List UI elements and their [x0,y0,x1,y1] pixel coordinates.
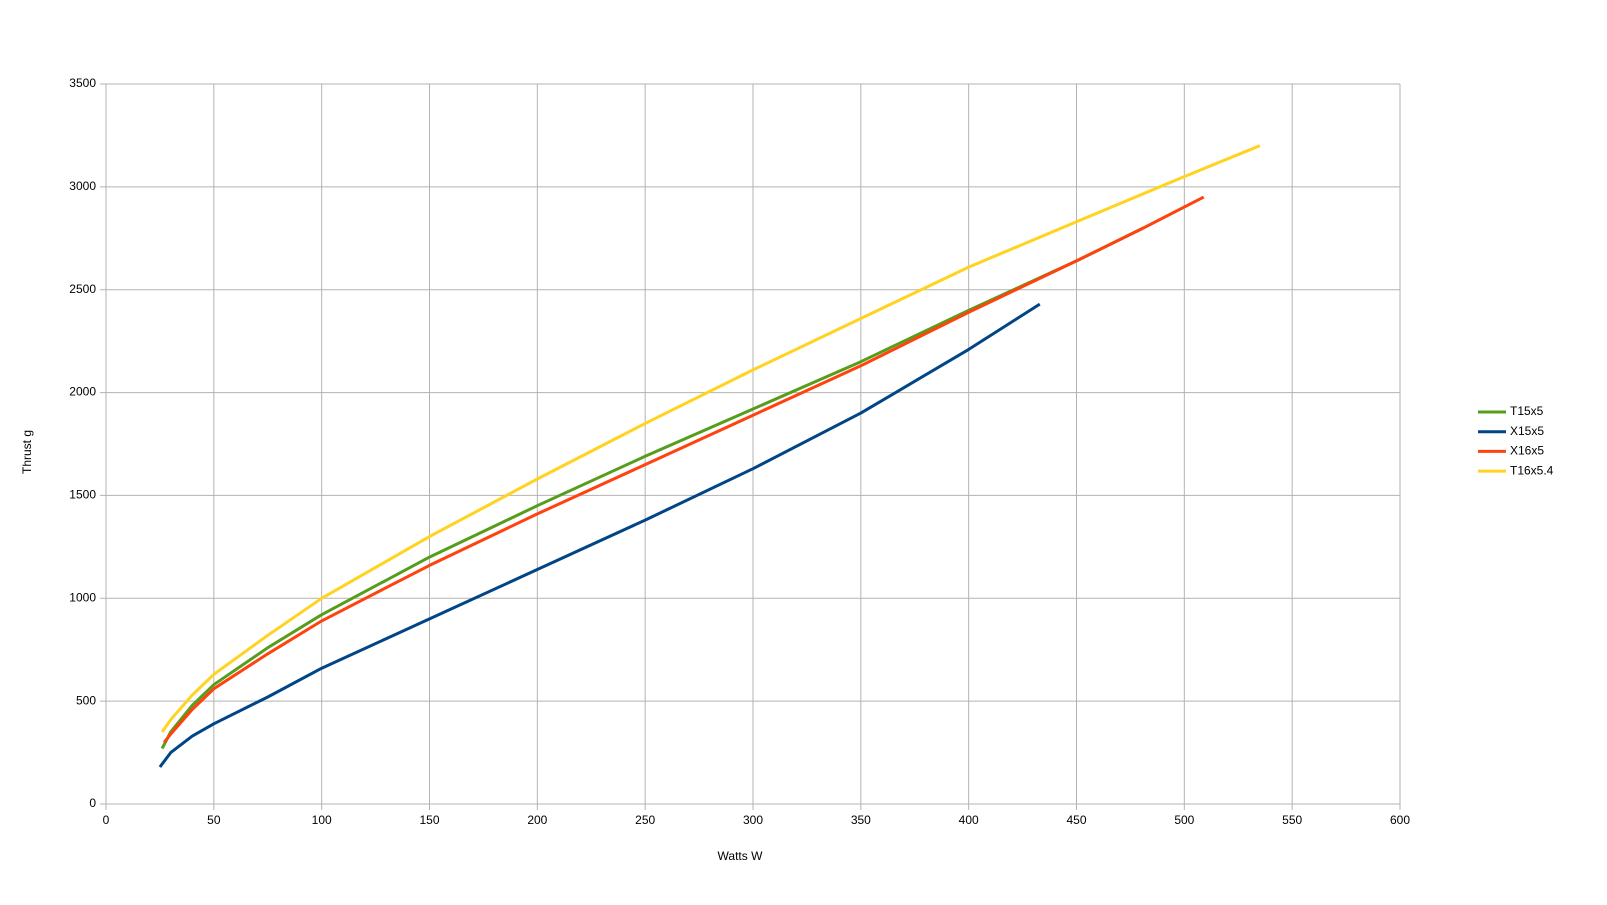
x-tick-label: 350 [851,813,871,827]
x-tick-label: 0 [103,813,110,827]
x-tick-label: 150 [419,813,439,827]
y-tick-label: 3500 [69,76,96,90]
legend-label: X15x5 [1510,424,1544,438]
x-axis-label: Watts W [718,849,764,863]
x-tick-label: 100 [312,813,332,827]
y-tick-label: 2000 [69,385,96,399]
x-tick-label: 50 [207,813,221,827]
y-tick-label: 500 [76,693,96,707]
x-tick-label: 450 [1066,813,1086,827]
line-series [158,302,1041,768]
x-tick-label: 200 [527,813,547,827]
y-tick-label: 3000 [69,179,96,193]
x-tick-label: 250 [635,813,655,827]
x-tick-label: 300 [743,813,763,827]
line-series [163,195,1205,744]
x-tick-label: 500 [1174,813,1194,827]
x-tick-label: 600 [1390,813,1410,827]
x-tick-label: 550 [1282,813,1302,827]
line-series [160,144,1261,733]
y-axis-label: Thrust g [20,430,34,474]
y-tick-label: 1000 [69,590,96,604]
legend-label: T15x5 [1510,404,1544,418]
legend-label: X16x5 [1510,444,1544,458]
legend-label: T16x5.4 [1510,463,1554,477]
y-tick-label: 2500 [69,282,96,296]
line-series [160,226,1145,750]
y-tick-label: 1500 [69,488,96,502]
x-tick-label: 400 [959,813,979,827]
y-tick-label: 0 [89,796,96,810]
